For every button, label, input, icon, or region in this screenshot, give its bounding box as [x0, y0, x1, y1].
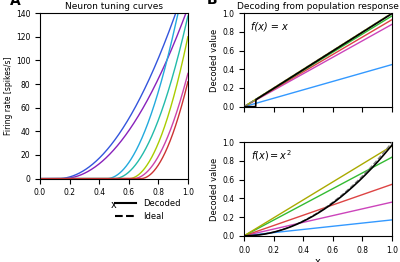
- Y-axis label: Decoded value: Decoded value: [210, 157, 220, 221]
- Text: $f(x) = x^2$: $f(x) = x^2$: [252, 148, 292, 163]
- Y-axis label: Firing rate [spikes/s]: Firing rate [spikes/s]: [4, 57, 13, 135]
- Title: Decoding from population response: Decoding from population response: [237, 2, 399, 11]
- Title: Neuron tuning curves: Neuron tuning curves: [65, 2, 163, 11]
- X-axis label: x: x: [111, 200, 117, 210]
- Text: B: B: [207, 0, 218, 7]
- X-axis label: x: x: [315, 257, 321, 262]
- Text: f(x) = x: f(x) = x: [252, 22, 288, 32]
- Text: A: A: [10, 0, 21, 8]
- Legend: Decoded, Ideal: Decoded, Ideal: [112, 195, 184, 224]
- Y-axis label: Decoded value: Decoded value: [210, 28, 220, 91]
